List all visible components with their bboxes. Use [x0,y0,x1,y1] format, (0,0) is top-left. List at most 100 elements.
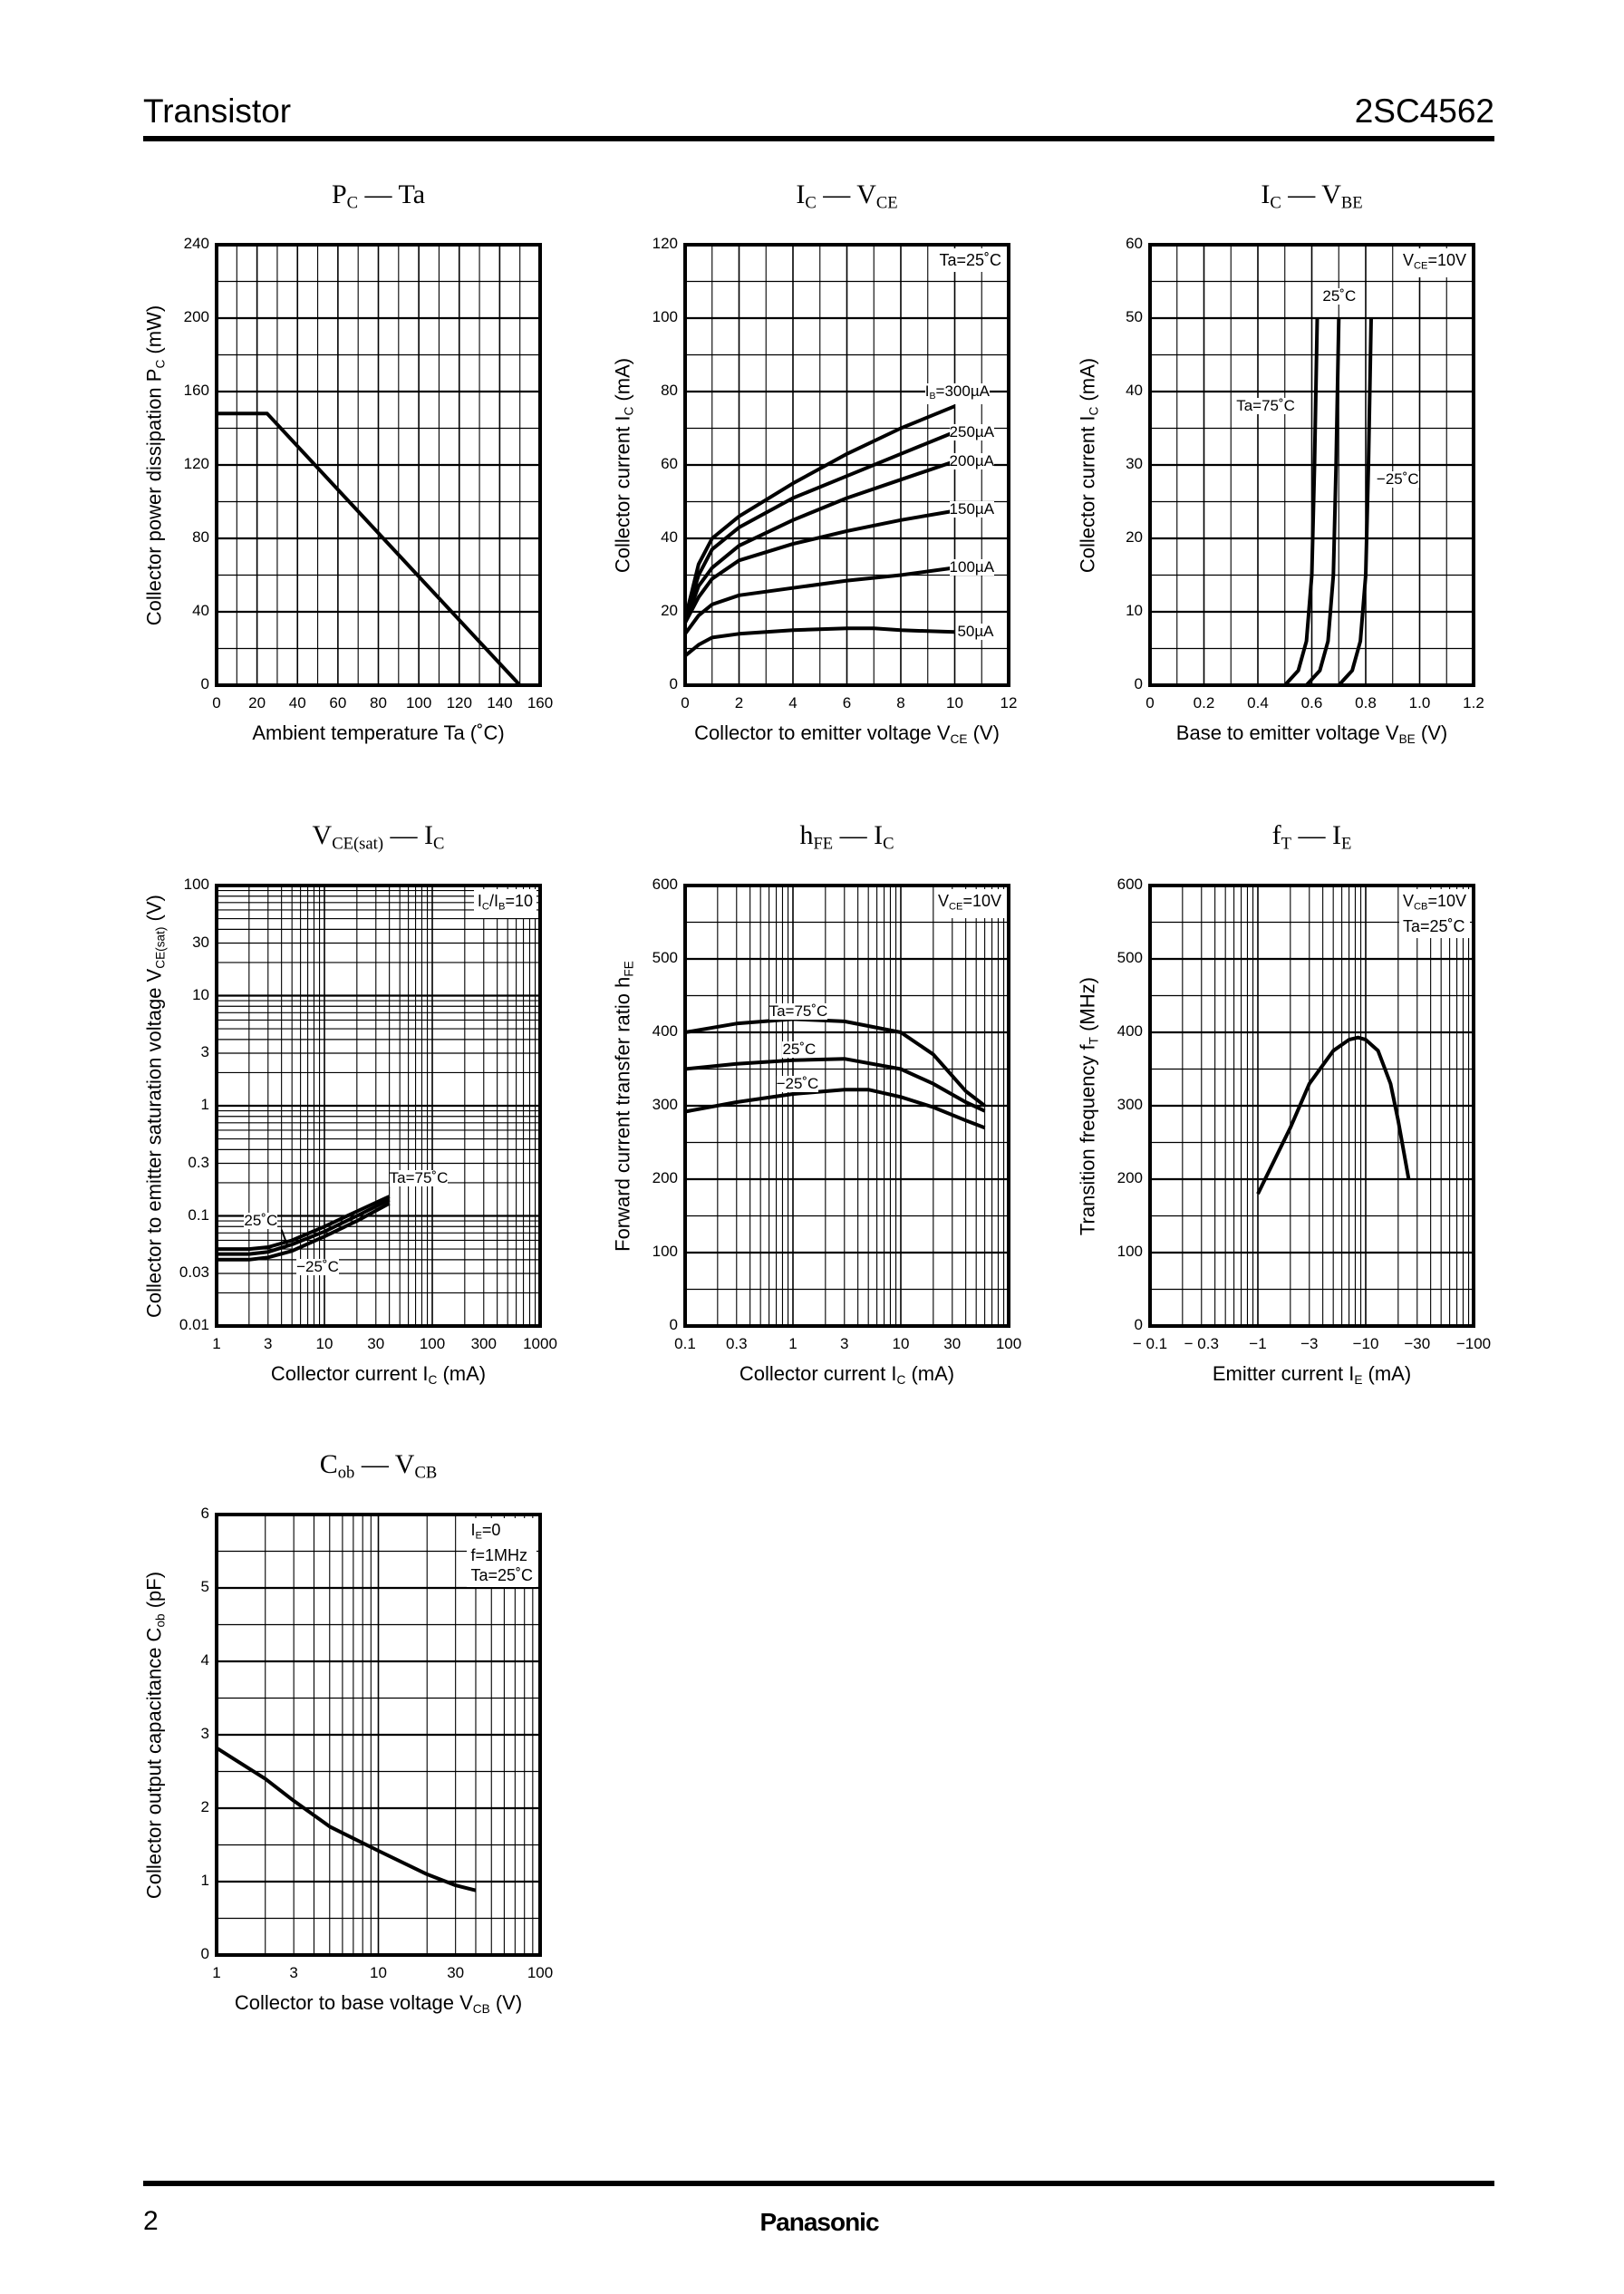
series-line-0 [215,1746,477,1892]
series-line-1 [1305,317,1341,687]
chart-pc-ta: PC — Ta 0 20 40 60 80 100 120 140 160 0 40 80 120 160 2… [142,179,553,744]
y-tick-label: 40 [1126,382,1143,399]
y-tick-label: 0.03 [179,1263,209,1282]
x-tick-label: 120 [446,694,472,711]
text-part: — I [1291,820,1342,850]
text-part: Transition frequency f [1076,1044,1099,1236]
text-part: CE(sat) [332,834,384,854]
x-tick-label: 2 [734,694,744,711]
x-tick-label: 0.4 [1247,694,1269,711]
chart-ft-ie: fT — IE − 0.1− 0.3 −1 −3 −10 −30 −100 0 100 200 30… [1076,820,1491,1387]
y-tick-label: 4 [200,1651,209,1669]
header-title: Transistor [143,92,292,130]
header-rule [143,136,1494,141]
plot-area [683,884,1010,1328]
text-part: 250µA [949,422,995,440]
text-part: B [929,391,936,402]
y-axis-label: Transition frequency fT (MHz) [1076,835,1100,1379]
y-tick-label: 300 [652,1096,678,1113]
text-part: — V [1281,179,1341,209]
y-tick-label: 3 [200,1043,209,1061]
footer-rule [143,2181,1494,2186]
text-part: =0 [481,1521,501,1539]
text-part: V [1402,892,1414,910]
text-part: BE [1340,193,1363,213]
text-part: 150µA [949,499,995,518]
y-tick-label: 120 [183,455,209,472]
chart-title: hFE — IC [594,820,1099,855]
text-part: C [153,359,168,369]
text-part: =10V [1427,892,1466,910]
y-tick-label: 100 [652,1243,678,1260]
y-tick-label: 20 [661,602,678,619]
plot-frame [215,243,542,687]
curve-label: −25˚C [776,1075,819,1092]
y-tick-label: 100 [183,876,209,893]
curve-label: −25˚C [1376,471,1419,489]
text-part: (mA) [611,357,634,407]
text-part: Collector current I [611,415,634,574]
chart-ic-vbe: IC — VBE 0 0.2 0.4 0.6 0.8 1.0 1.2 0 10 20 30 40 50 60… [1076,179,1484,746]
text-part: C [481,901,489,913]
text-part: I [796,179,806,209]
conditions-note: IC/IB=10 [473,889,536,919]
x-tick-label: 10 [892,1335,910,1352]
text-part: Ambient temperature Ta (˚C) [252,721,505,744]
text-part: Ta=75˚C [1236,397,1295,415]
conditions-note: VCE=10V [933,889,1005,919]
text-part: (V) [1415,721,1448,744]
x-tick-label: 3 [264,1335,273,1352]
text-part: — I [383,820,434,850]
text-part: =10 [505,892,533,910]
y-tick-label: 80 [661,382,678,399]
text-part: −25˚C [296,1258,339,1276]
x-tick-label: 3 [289,1964,298,1981]
x-tick-label: −100 [1455,1335,1492,1352]
plot-area [1148,884,1475,1328]
plot-frame [683,884,1010,1328]
y-tick-label: 300 [1116,1096,1143,1113]
text-part: C [622,406,636,416]
chart-title: VCE(sat) — IC [126,820,631,855]
text-part: C [433,834,445,854]
curve-label: 250µA [949,422,995,440]
text-part: Ta=25˚C [939,251,1001,269]
x-tick-label: 60 [329,694,347,711]
text-part: Collector current I [739,1362,897,1385]
y-tick-label: 80 [192,528,209,546]
x-tick-label: 100 [527,1964,554,1981]
curve-label: 50µA [957,623,994,641]
text-part: FE [813,834,834,854]
x-tick-label: 0.3 [725,1335,748,1352]
y-tick-label: 0.3 [188,1153,209,1171]
x-axis-label: Base to emitter voltage VBE (V) [1096,721,1528,746]
text-part: =10V [962,892,1001,910]
text-part: B [498,901,506,913]
y-axis-label: Collector current IC (mA) [611,194,635,738]
text-part: (V) [967,721,1000,744]
y-tick-label: 1 [200,1096,209,1113]
y-tick-label: 10 [1126,602,1143,619]
chart-title: IC — VCE [594,179,1099,214]
series-line-0 [1283,317,1320,687]
conditions-line: IC/IB=10 [478,891,533,916]
y-axis-label: Collector to emitter saturation voltage … [142,835,167,1379]
text-part: 50µA [957,623,994,641]
y-tick-label: 0 [200,675,209,692]
curve-label: −25˚C [296,1258,339,1276]
text-part: C [896,1373,906,1388]
y-tick-label: 50 [1126,308,1143,325]
text-part: h [799,820,814,850]
text-part: E [1341,834,1352,854]
text-part: CE [948,901,963,913]
panasonic-logo: Panasonic [759,2208,879,2236]
conditions-line: VCE=10V [1403,250,1466,276]
curve-label: 25˚C [1322,287,1357,305]
text-part: P [331,179,347,209]
chart-ic-vce: IC — VCE 0 2 4 6 8 10 12 0 20 40 60 80 100 120 Collecto… [611,179,1017,746]
series-line-1 [217,1197,391,1256]
series-line-4 [683,566,955,635]
series-line-1 [684,1057,986,1113]
text-part: C [346,193,359,213]
y-axis-label: Collector power dissipation PC (mW) [142,194,167,738]
